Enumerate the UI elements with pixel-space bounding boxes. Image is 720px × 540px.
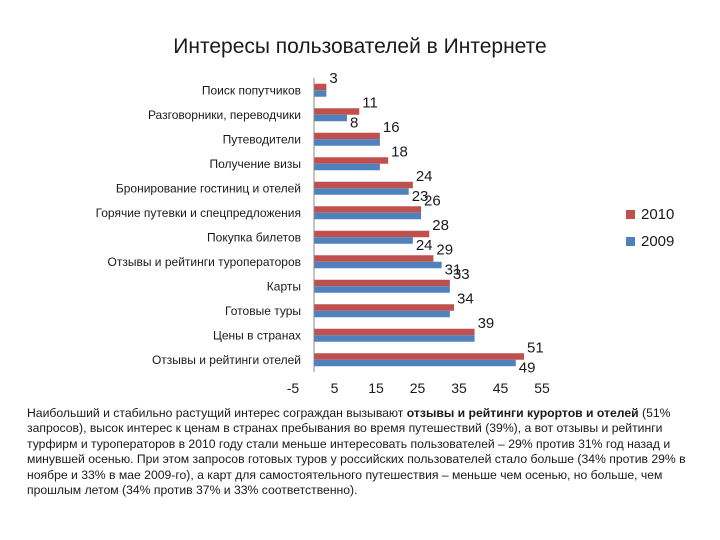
- category-label: Путеводители: [223, 132, 301, 146]
- bar-2009: [314, 335, 475, 342]
- data-label-2010: 34: [457, 290, 474, 307]
- data-label-2010: 39: [478, 315, 495, 332]
- x-axis-tick-labels: -5 5 15 25 35 45 55: [287, 380, 550, 396]
- data-label-2009: 49: [519, 359, 536, 376]
- data-label-2010: 33: [453, 266, 470, 283]
- bar-2009: [314, 90, 327, 97]
- category-label: Разговорники, переводчики: [148, 108, 301, 122]
- bar-2010: [314, 157, 389, 164]
- x-tick-label: 15: [368, 380, 384, 396]
- data-label-2009: 8: [350, 114, 358, 131]
- bar-chart: Интересы пользователей в Интернете Поиск…: [96, 35, 675, 396]
- bar-2010: [314, 206, 422, 213]
- data-label-2010: 28: [432, 217, 449, 234]
- data-label-2010: 29: [436, 241, 453, 258]
- bar-2010: [314, 181, 413, 189]
- bar-2010: [314, 132, 380, 140]
- data-label-2009: 24: [416, 237, 433, 254]
- category-label: Отзывы и рейтинги туроператоров: [108, 255, 301, 269]
- data-label-2010: 3: [329, 70, 337, 87]
- bars: [314, 83, 524, 367]
- category-label: Получение визы: [209, 157, 301, 171]
- bar-2010: [314, 304, 454, 311]
- x-tick-label: 5: [331, 380, 339, 396]
- bar-2010: [314, 255, 434, 262]
- bar-2009: [314, 212, 422, 220]
- category-label: Карты: [267, 279, 301, 293]
- caption-text-1: Наибольший и стабильно растущий интерес …: [27, 406, 407, 420]
- legend-label-2010: 2010: [641, 206, 674, 223]
- x-tick-label: 55: [534, 380, 550, 396]
- category-label: Цены в странах: [213, 328, 301, 342]
- bar-2009: [314, 114, 347, 122]
- data-label-2010: 11: [362, 94, 378, 111]
- bar-2009: [314, 359, 516, 367]
- bar-2010: [314, 353, 524, 360]
- bar-2010: [314, 230, 430, 238]
- data-label-2009: 23: [412, 188, 429, 205]
- category-label: Бронирование гостиниц и отелей: [116, 181, 301, 195]
- x-tick-label: 35: [451, 380, 467, 396]
- caption-paragraph: Наибольший и стабильно растущий интерес …: [27, 406, 703, 498]
- data-label-2010: 16: [383, 119, 400, 136]
- bar-2009: [314, 286, 450, 293]
- bar-2010: [314, 328, 475, 336]
- legend: 2010 2009: [626, 206, 674, 250]
- bar-2009: [314, 310, 450, 318]
- x-tick-label: 25: [410, 380, 426, 396]
- bar-2009: [314, 139, 380, 146]
- category-labels: Поиск попутчиков Разговорники, переводчик…: [96, 83, 301, 367]
- caption-bold-text: отзывы и рейтинги курортов и отелей: [406, 406, 639, 420]
- data-label-2010: 24: [416, 168, 433, 185]
- bar-2010: [314, 279, 450, 287]
- x-tick-label: -5: [287, 380, 300, 396]
- caption-text-2: (51% запросов), высок интерес к ценам в …: [27, 406, 686, 498]
- bar-2009: [314, 163, 380, 171]
- category-label: Готовые туры: [225, 304, 301, 318]
- bar-2010: [314, 83, 327, 91]
- data-label-2010: 51: [527, 339, 544, 356]
- legend-label-2009: 2009: [641, 233, 674, 250]
- bar-2009: [314, 261, 442, 269]
- data-label-2010: 26: [424, 192, 441, 209]
- bar-2009: [314, 188, 409, 195]
- category-label: Покупка билетов: [207, 230, 301, 244]
- x-tick-label: 45: [493, 380, 509, 396]
- chart-title: Интересы пользователей в Интернете: [173, 35, 546, 58]
- legend-swatch-2010: [626, 210, 635, 219]
- category-label: Горячие путевки и спецпредложения: [96, 206, 301, 220]
- category-label: Отзывы и рейтинги отелей: [152, 353, 301, 367]
- bar-2009: [314, 237, 413, 244]
- bar-2010: [314, 108, 360, 115]
- category-label: Поиск попутчиков: [202, 83, 301, 97]
- data-label-2009: 31: [445, 261, 462, 278]
- data-label-2010: 18: [391, 143, 408, 160]
- legend-swatch-2009: [626, 237, 635, 246]
